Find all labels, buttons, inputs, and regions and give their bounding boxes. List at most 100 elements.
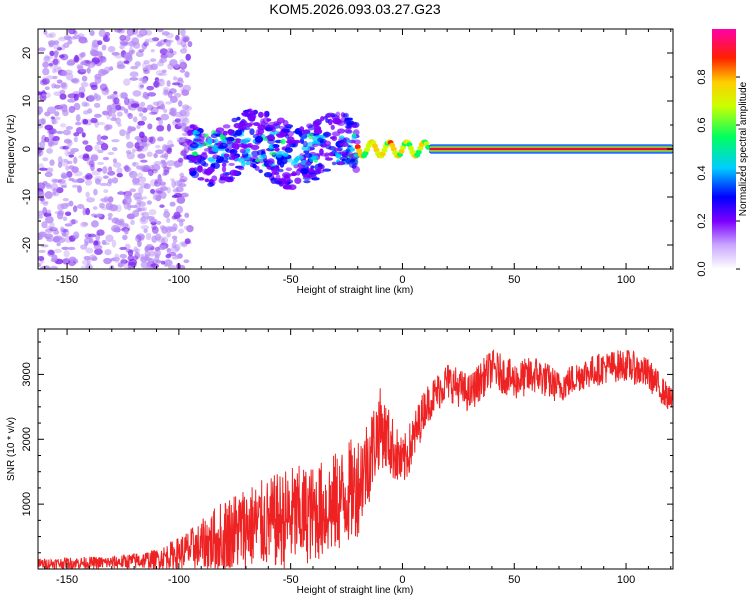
signal-blob [223,153,230,158]
signal-blob [253,122,261,127]
signal-blob [312,120,319,128]
noise-blob [64,223,73,227]
noise-blob [45,215,54,224]
signal-blob [294,177,302,184]
noise-blob [38,106,44,114]
spectrogram-marks [38,29,673,269]
noise-blob [59,123,67,128]
noise-blob [99,83,108,91]
noise-blob [44,182,51,187]
noise-blob [112,227,120,233]
signal-blob [307,124,315,131]
y-tick-label: 20 [21,47,33,59]
signal-blob [224,148,230,152]
noise-blob [119,44,125,50]
noise-blob [180,29,186,37]
noise-blob [152,101,160,106]
signal-blob [285,139,295,145]
noise-blob [81,75,88,82]
noise-blob [107,151,115,155]
signal-blob [197,177,205,181]
noise-blob [163,108,168,114]
noise-blob [169,201,176,207]
noise-blob [54,111,60,117]
noise-blob [59,54,65,59]
signal-blob [330,113,337,118]
noise-blob [124,164,130,173]
signal-blob [310,165,315,169]
noise-blob [115,104,122,111]
noise-blob [85,207,91,216]
noise-blob [84,241,89,246]
noise-blob [77,33,85,38]
noise-blob [127,265,133,269]
noise-blob [80,81,89,88]
noise-blob [102,242,110,246]
noise-blob [67,246,76,251]
noise-blob [46,106,56,115]
noise-blob [134,196,144,201]
noise-blob [86,197,95,203]
noise-blob [172,238,178,243]
noise-blob [44,136,50,143]
noise-blob [137,120,146,126]
noise-blob [136,200,142,205]
noise-blob [44,86,50,91]
noise-blob [184,238,191,245]
signal-blob [331,161,337,166]
noise-blob [68,256,77,262]
noise-blob [112,158,118,164]
noise-blob [64,149,70,157]
noise-blob [171,242,177,249]
noise-blob [141,206,148,212]
snr-ticks: -150 -100 -50 0 50 100 1000 2000 3000 [21,329,673,586]
signal-blob [233,138,242,144]
noise-blob [53,40,60,45]
noise-blob [93,93,102,102]
noise-blob [103,189,109,194]
noise-blob [66,60,75,66]
noise-blob [136,124,141,129]
snr-marks [38,349,673,569]
signal-blob [311,143,319,148]
noise-blob [44,191,53,200]
signal-blob [254,135,264,143]
noise-blob [118,190,123,195]
noise-blob [49,50,55,57]
y-tick-label: 0 [21,146,33,152]
noise-blob [157,178,162,184]
noise-blob [150,48,155,53]
noise-blob [175,205,184,214]
signal-blob [290,172,298,177]
noise-blob [38,191,45,197]
noise-blob [78,86,86,94]
signal-blob [317,162,323,168]
signal-blob [197,165,203,173]
noise-blob [178,157,184,163]
signal-blob [201,151,207,155]
noise-blob [67,140,73,146]
signal-blob [263,110,268,118]
noise-blob [143,41,149,47]
y-tick-label: 10 [21,95,33,107]
signal-blob [231,142,237,149]
noise-blob [128,40,136,47]
snr-frame [37,328,674,570]
snr-panel: -150 -100 -50 0 50 100 1000 2000 3000 Height of … [6,328,674,596]
noise-blob [187,41,193,48]
noise-blob [183,225,191,230]
noise-blob [179,59,185,65]
noise-blob [173,160,181,168]
noise-blob [127,113,134,120]
noise-blob [102,156,110,161]
signal-blob [281,128,291,133]
noise-blob [164,152,169,160]
noise-blob [180,39,187,48]
noise-blob [180,242,188,248]
noise-blob [148,208,157,216]
noise-blob [39,140,46,148]
snr-ylabel: SNR (10 * v/v) [6,417,17,481]
noise-blob [61,70,68,77]
noise-blob [83,255,91,261]
